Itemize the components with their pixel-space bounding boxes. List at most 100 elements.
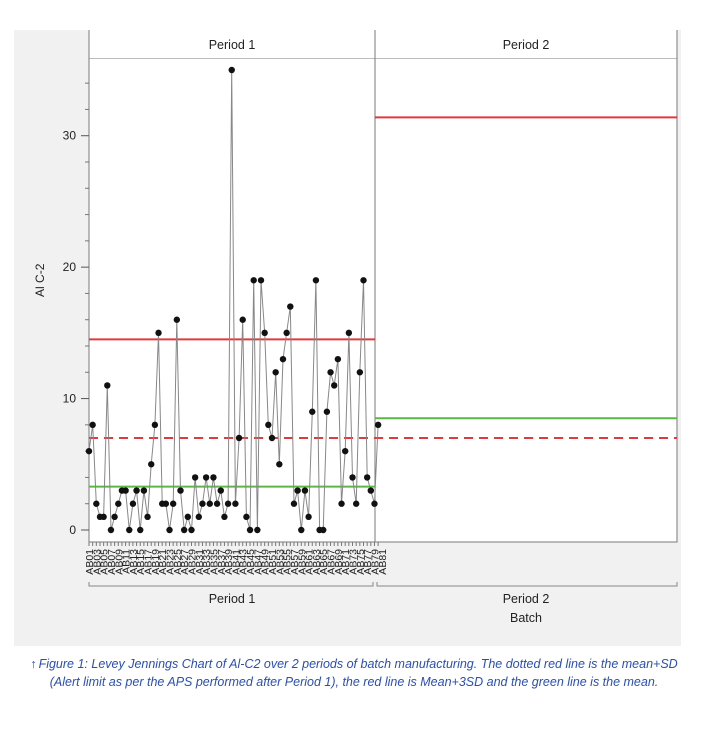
data-point bbox=[85, 447, 93, 455]
y-axis-label: Al C-2 bbox=[33, 263, 47, 297]
x-tick-label: AB03 bbox=[91, 549, 103, 575]
data-point bbox=[93, 500, 100, 507]
data-point bbox=[206, 500, 213, 507]
data-point bbox=[360, 277, 367, 284]
x-tick-label: AB65 bbox=[318, 549, 330, 575]
data-point bbox=[374, 421, 382, 429]
x-tick-label: AB15 bbox=[135, 549, 147, 575]
data-point bbox=[268, 434, 276, 442]
data-point bbox=[166, 526, 173, 534]
caption-text: Figure 1: Levey Jennings Chart of Al-C2 … bbox=[38, 657, 678, 689]
x-tick-label: AB63 bbox=[311, 549, 323, 575]
x-tick-label: AB45 bbox=[245, 549, 257, 575]
x-tick-label: AB13 bbox=[128, 549, 140, 575]
x-tick-label: AB71 bbox=[340, 549, 352, 575]
data-point bbox=[363, 474, 371, 481]
x-tick-label: AB07 bbox=[106, 549, 118, 575]
x-tick-label: AB79 bbox=[369, 549, 381, 575]
data-point bbox=[144, 513, 151, 521]
data-point bbox=[342, 447, 349, 455]
data-point bbox=[320, 526, 327, 534]
y-tick-label: 0 bbox=[69, 523, 76, 537]
data-point bbox=[334, 355, 342, 363]
x-tick-label: AB51 bbox=[267, 549, 279, 575]
plot-area bbox=[88, 57, 678, 543]
data-point bbox=[371, 500, 378, 507]
x-tick-label: AB69 bbox=[333, 549, 345, 575]
y-tick-label: 20 bbox=[63, 260, 77, 274]
data-point bbox=[287, 303, 294, 310]
data-point bbox=[301, 487, 309, 494]
data-point bbox=[188, 526, 195, 534]
data-point bbox=[111, 513, 118, 521]
x-tick-label: AB41 bbox=[230, 549, 242, 575]
data-point bbox=[195, 513, 202, 521]
data-point bbox=[323, 408, 331, 415]
data-point bbox=[257, 277, 265, 284]
x-tick-label: AB35 bbox=[208, 549, 220, 575]
data-point bbox=[352, 500, 360, 507]
x-tick-label: AB11 bbox=[121, 549, 133, 574]
data-point bbox=[349, 474, 356, 481]
data-point bbox=[290, 500, 298, 507]
figure-caption: ↑ Figure 1: Levey Jennings Chart of Al-C2… bbox=[14, 655, 694, 691]
data-point bbox=[126, 526, 133, 534]
period-header-label: Period 1 bbox=[209, 38, 256, 52]
x-tick-label: AB01 bbox=[84, 549, 96, 575]
chart-panel: Period 1 Period 2 0 10 20 30 Al C-2 AB01 AB03 AB0… bbox=[14, 30, 681, 646]
y-tick-label: 30 bbox=[63, 129, 77, 143]
data-point bbox=[232, 500, 239, 507]
data-point bbox=[151, 421, 159, 429]
data-point bbox=[169, 500, 177, 507]
x-tick-label: AB29 bbox=[186, 549, 198, 575]
data-point bbox=[261, 329, 268, 337]
x-tick-label: AB75 bbox=[355, 549, 367, 575]
data-point bbox=[100, 513, 107, 521]
data-point bbox=[298, 526, 305, 534]
x-tick-label: AB43 bbox=[238, 549, 250, 575]
data-point bbox=[265, 421, 272, 429]
data-point bbox=[283, 329, 290, 337]
data-point bbox=[191, 474, 199, 481]
data-point bbox=[162, 500, 170, 507]
data-point bbox=[224, 500, 232, 507]
period-axis-label: Period 2 bbox=[503, 592, 550, 606]
data-point bbox=[272, 369, 279, 376]
data-point bbox=[104, 382, 111, 389]
period-bracket bbox=[376, 582, 678, 587]
x-tick-label: AB59 bbox=[296, 549, 308, 575]
y-tick-label: 10 bbox=[63, 392, 77, 406]
x-axis-label: Batch bbox=[510, 611, 542, 625]
x-tick-label: AB81 bbox=[377, 549, 389, 575]
data-point bbox=[133, 487, 140, 494]
data-point bbox=[137, 526, 144, 534]
data-point bbox=[228, 66, 235, 74]
period-header-band bbox=[89, 30, 677, 58]
data-point bbox=[345, 329, 353, 337]
data-point bbox=[338, 500, 345, 507]
data-point bbox=[279, 355, 287, 363]
data-point bbox=[129, 500, 137, 507]
data-point bbox=[239, 316, 246, 323]
x-tick-label: AB17 bbox=[143, 549, 155, 575]
data-point bbox=[217, 487, 224, 494]
period-header-label: Period 2 bbox=[503, 38, 550, 52]
data-point bbox=[221, 513, 228, 521]
x-tick-label: AB09 bbox=[113, 549, 125, 575]
data-point bbox=[294, 487, 301, 494]
data-point bbox=[140, 487, 148, 494]
data-point bbox=[210, 474, 217, 481]
data-point bbox=[89, 421, 96, 429]
data-point bbox=[276, 461, 283, 468]
data-point bbox=[254, 526, 261, 534]
data-point bbox=[173, 316, 181, 323]
x-tick-label: AB47 bbox=[252, 549, 264, 575]
data-point bbox=[107, 526, 115, 534]
x-tick-label: AB27 bbox=[179, 549, 191, 575]
data-point bbox=[309, 408, 316, 415]
x-tick-label: AB73 bbox=[348, 549, 360, 575]
x-tick-label: AB49 bbox=[260, 549, 272, 575]
x-tick-label: AB25 bbox=[172, 549, 184, 575]
data-point bbox=[184, 513, 192, 521]
